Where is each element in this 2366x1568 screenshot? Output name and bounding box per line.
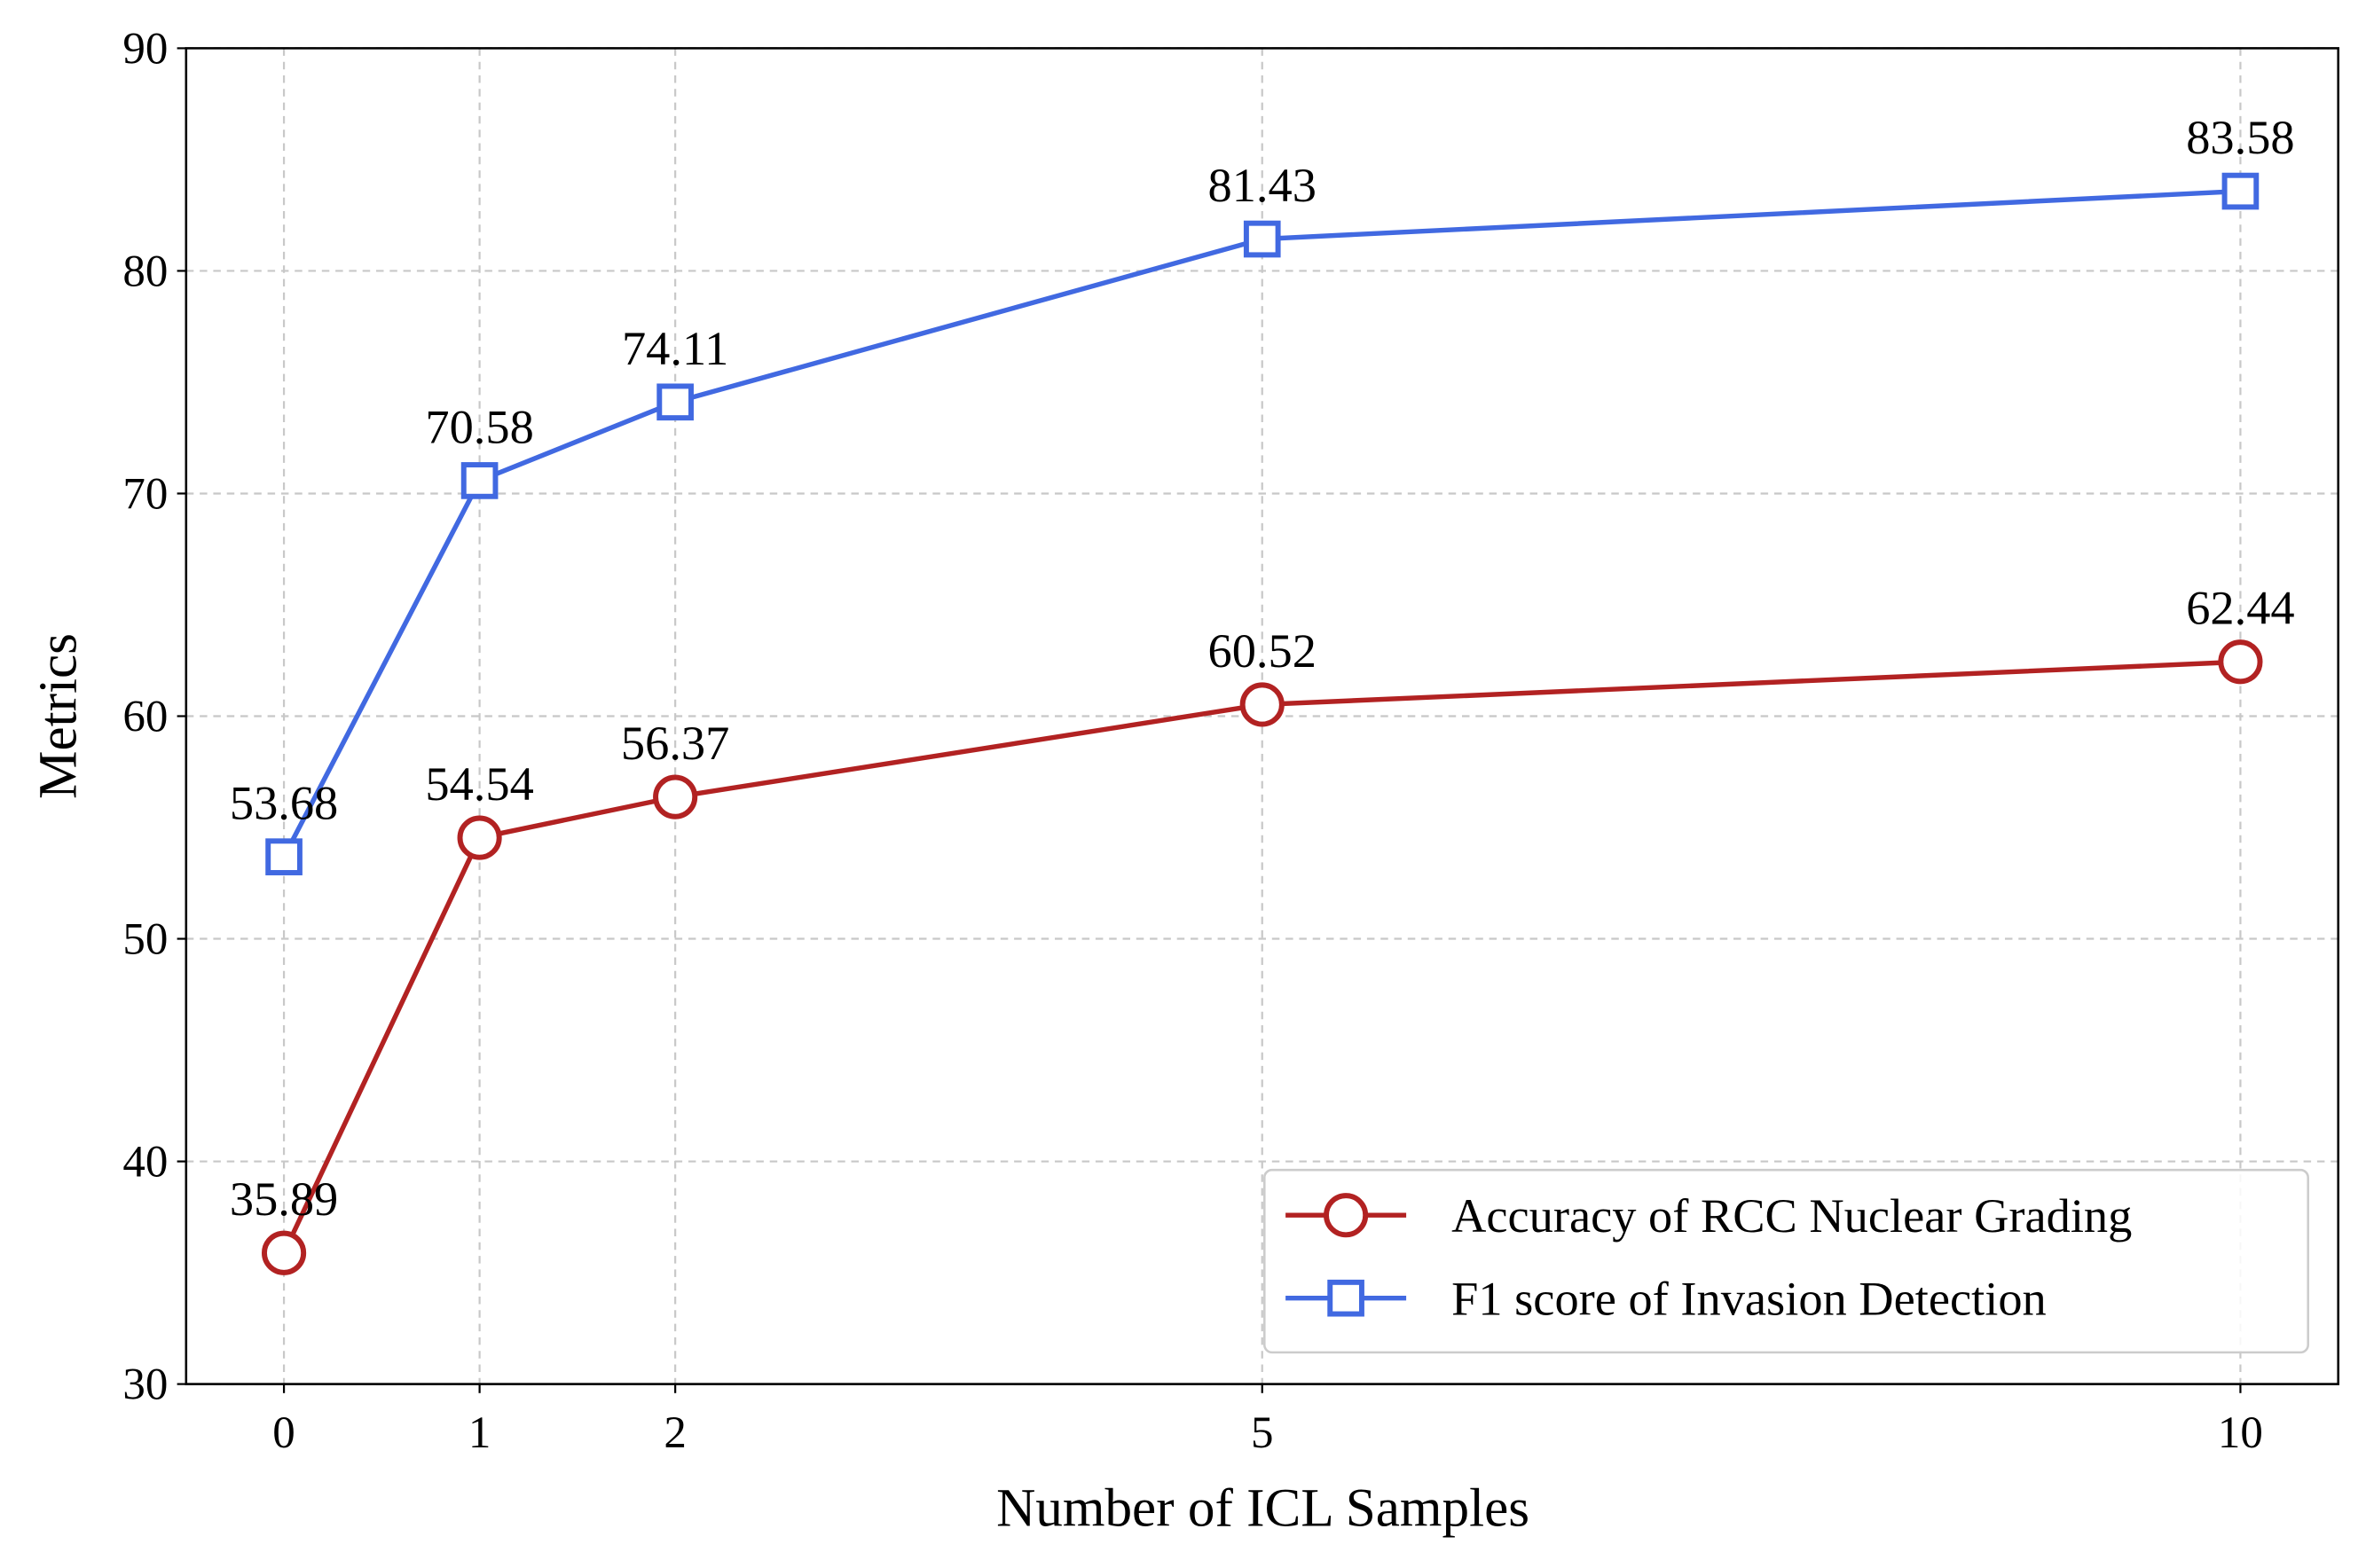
x-tick-label: 0 [272, 1408, 295, 1458]
series-layer: 35.89 54.54 56.37 60.52 62.44 53.68 70.58 74.11… [230, 111, 2295, 1275]
y-tick-label: 30 [122, 1360, 168, 1410]
data-label: 70.58 [425, 400, 533, 453]
data-point-1-1 [460, 462, 499, 499]
data-point-1-4 [2221, 172, 2260, 210]
data-label: 62.44 [2186, 582, 2294, 635]
legend: Accuracy of RCC Nuclear Grading F1 score … [1263, 1168, 2309, 1354]
x-tick-label: 1 [468, 1408, 491, 1458]
data-point-0-0 [261, 1230, 307, 1275]
data-label: 81.43 [1208, 159, 1317, 212]
data-label: 54.54 [425, 757, 533, 811]
x-tick-label: 2 [664, 1408, 687, 1458]
x-axis-label: Number of ICL Samples [996, 1478, 1529, 1538]
legend-box [1263, 1168, 2309, 1354]
data-label: 56.37 [621, 717, 729, 770]
y-tick-label: 70 [122, 469, 168, 519]
plot-frame [185, 47, 2339, 1385]
axes: 0 1 2 5 10 30 40 50 60 70 80 90 [122, 24, 2339, 1458]
data-label: 53.68 [230, 777, 338, 830]
data-label: 83.58 [2186, 111, 2294, 164]
legend-label: F1 score of Invasion Detection [1451, 1272, 2047, 1325]
data-point-0-4 [2218, 639, 2263, 685]
data-label: 60.52 [1208, 624, 1317, 678]
data-point-1-0 [265, 838, 303, 875]
data-point-0-3 [1239, 682, 1285, 727]
legend-label: Accuracy of RCC Nuclear Grading [1451, 1189, 2132, 1243]
data-point-0-2 [653, 774, 698, 819]
y-tick-label: 80 [122, 247, 168, 296]
legend-marker [1324, 1193, 1369, 1238]
x-tick-label: 5 [1251, 1408, 1274, 1458]
legend-marker [1327, 1279, 1364, 1317]
data-point-1-3 [1243, 220, 1281, 258]
x-tick-label: 10 [2218, 1408, 2263, 1458]
y-tick-label: 90 [122, 24, 168, 74]
data-point-0-1 [457, 815, 502, 860]
y-tick-label: 40 [122, 1138, 168, 1188]
y-tick-label: 60 [122, 692, 168, 741]
y-tick-label: 50 [122, 915, 168, 965]
data-label: 35.89 [230, 1172, 338, 1226]
y-axis-label: Metrics [28, 633, 89, 799]
data-point-1-2 [656, 383, 694, 421]
data-label: 74.11 [622, 322, 728, 375]
